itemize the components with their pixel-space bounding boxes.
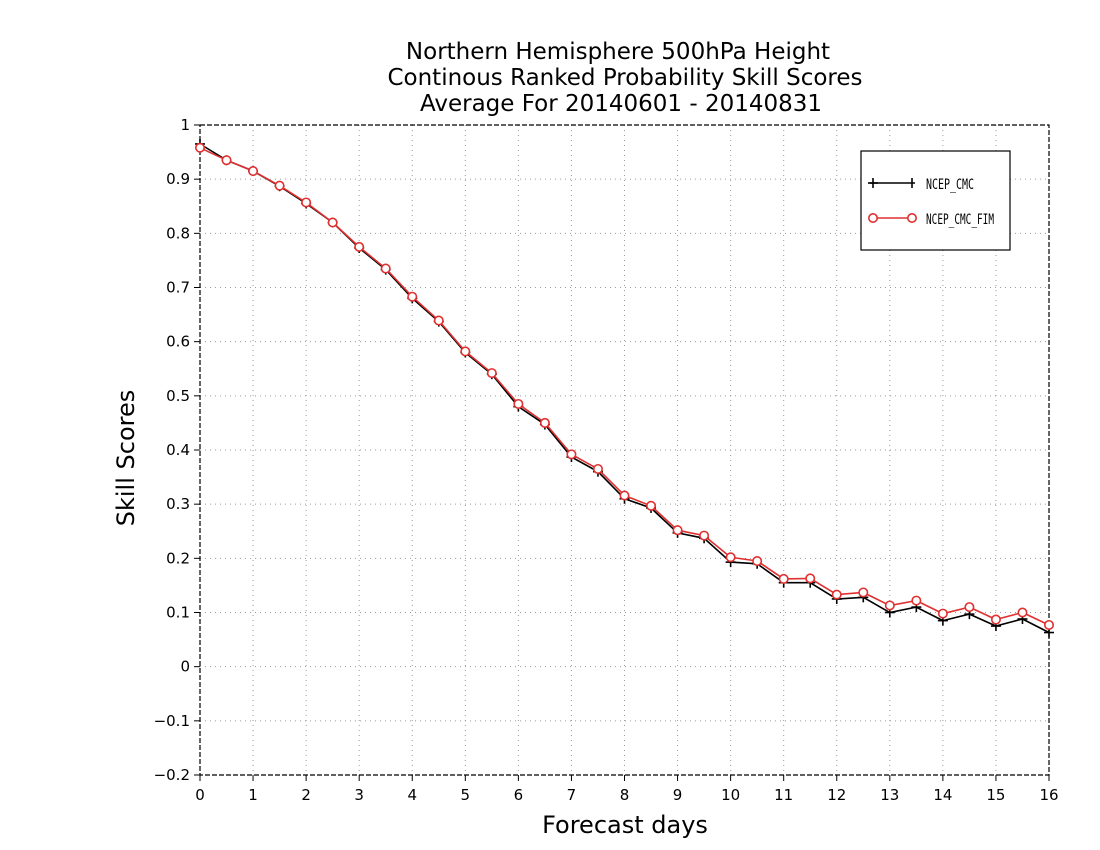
data-point xyxy=(327,217,338,228)
x-tick-label: 16 xyxy=(1039,786,1058,804)
x-tick-label: 1 xyxy=(248,786,258,804)
data-point xyxy=(433,315,444,326)
x-tick-label: 10 xyxy=(721,786,740,804)
y-tick-label: −0.2 xyxy=(154,766,190,784)
chart-title: Northern Hemisphere 500hPa Height Contin… xyxy=(387,39,862,117)
data-point xyxy=(460,346,471,357)
series-layer xyxy=(195,138,1055,638)
x-tick-label: 6 xyxy=(514,786,524,804)
chart-title-line-2: Continous Ranked Probability Skill Score… xyxy=(387,65,862,91)
legend: NCEP_CMC NCEP_CMC_FIM xyxy=(860,150,1011,251)
data-point xyxy=(407,291,418,302)
data-point xyxy=(221,155,232,166)
y-tick-label: 0.8 xyxy=(166,224,190,242)
data-point xyxy=(884,600,895,611)
data-point xyxy=(1044,619,1055,630)
y-tick-label: 0.3 xyxy=(166,495,190,513)
y-tick-label: 0.5 xyxy=(166,387,190,405)
data-point xyxy=(1017,607,1028,618)
data-point xyxy=(778,573,789,584)
x-tick-label: 15 xyxy=(986,786,1005,804)
legend-label-ncep-cmc-fim: NCEP_CMC_FIM xyxy=(926,212,994,228)
data-point xyxy=(964,602,975,613)
series-ncep-cmc-fim xyxy=(195,142,1055,630)
data-point xyxy=(486,368,497,379)
axis-ticks: −0.2−0.100.10.20.30.40.50.60.70.80.910 1 2… xyxy=(154,116,1059,804)
data-point xyxy=(805,573,816,584)
y-axis-label: Skill Scores xyxy=(112,390,140,527)
data-point xyxy=(513,398,524,409)
x-tick-label: 5 xyxy=(461,786,471,804)
x-tick-label: 12 xyxy=(827,786,846,804)
y-tick-label: 1 xyxy=(180,116,190,134)
legend-marker-ncep-cmc-fim-1 xyxy=(867,213,878,224)
data-point xyxy=(990,614,1001,625)
data-point xyxy=(725,552,736,563)
data-point xyxy=(672,525,683,536)
data-point xyxy=(566,449,577,460)
plot-frame xyxy=(199,124,1050,776)
plot-area-border xyxy=(199,124,1050,776)
data-point xyxy=(619,490,630,501)
x-tick-label: 8 xyxy=(620,786,630,804)
data-point xyxy=(354,241,365,252)
x-tick-label: 7 xyxy=(567,786,577,804)
legend-label-ncep-cmc: NCEP_CMC xyxy=(926,177,974,193)
data-point xyxy=(195,142,206,153)
data-point xyxy=(911,595,922,606)
legend-box xyxy=(860,150,1011,251)
y-tick-label: −0.1 xyxy=(154,712,190,730)
data-point xyxy=(380,263,391,274)
x-axis-label: Forecast days xyxy=(542,811,708,839)
y-tick-label: 0.7 xyxy=(166,279,190,297)
x-tick-label: 13 xyxy=(880,786,899,804)
legend-marker-ncep-cmc-fim-2 xyxy=(906,213,917,224)
y-tick-label: 0.6 xyxy=(166,333,190,351)
data-point xyxy=(858,587,869,598)
chart-title-line-3: Average For 20140601 - 20140831 xyxy=(420,91,822,117)
data-point xyxy=(539,417,550,428)
y-tick-label: 0 xyxy=(180,658,190,676)
x-tick-label: 11 xyxy=(774,786,793,804)
y-tick-label: 0.4 xyxy=(166,441,190,459)
data-point xyxy=(646,500,657,511)
chart-title-line-1: Northern Hemisphere 500hPa Height xyxy=(406,39,830,65)
x-tick-label: 9 xyxy=(673,786,683,804)
data-point xyxy=(937,608,948,619)
x-tick-label: 4 xyxy=(407,786,417,804)
x-tick-label: 0 xyxy=(195,786,205,804)
data-point xyxy=(274,180,285,191)
y-tick-label: 0.2 xyxy=(166,549,190,567)
data-point xyxy=(831,589,842,600)
data-point xyxy=(699,530,710,541)
y-tick-label: 0.9 xyxy=(166,170,190,188)
data-point xyxy=(592,463,603,474)
data-point xyxy=(248,166,259,177)
x-tick-label: 14 xyxy=(933,786,952,804)
y-tick-label: 0.1 xyxy=(166,604,190,622)
x-tick-label: 2 xyxy=(301,786,311,804)
data-point xyxy=(752,556,763,567)
data-point xyxy=(301,197,312,208)
x-tick-label: 3 xyxy=(354,786,364,804)
